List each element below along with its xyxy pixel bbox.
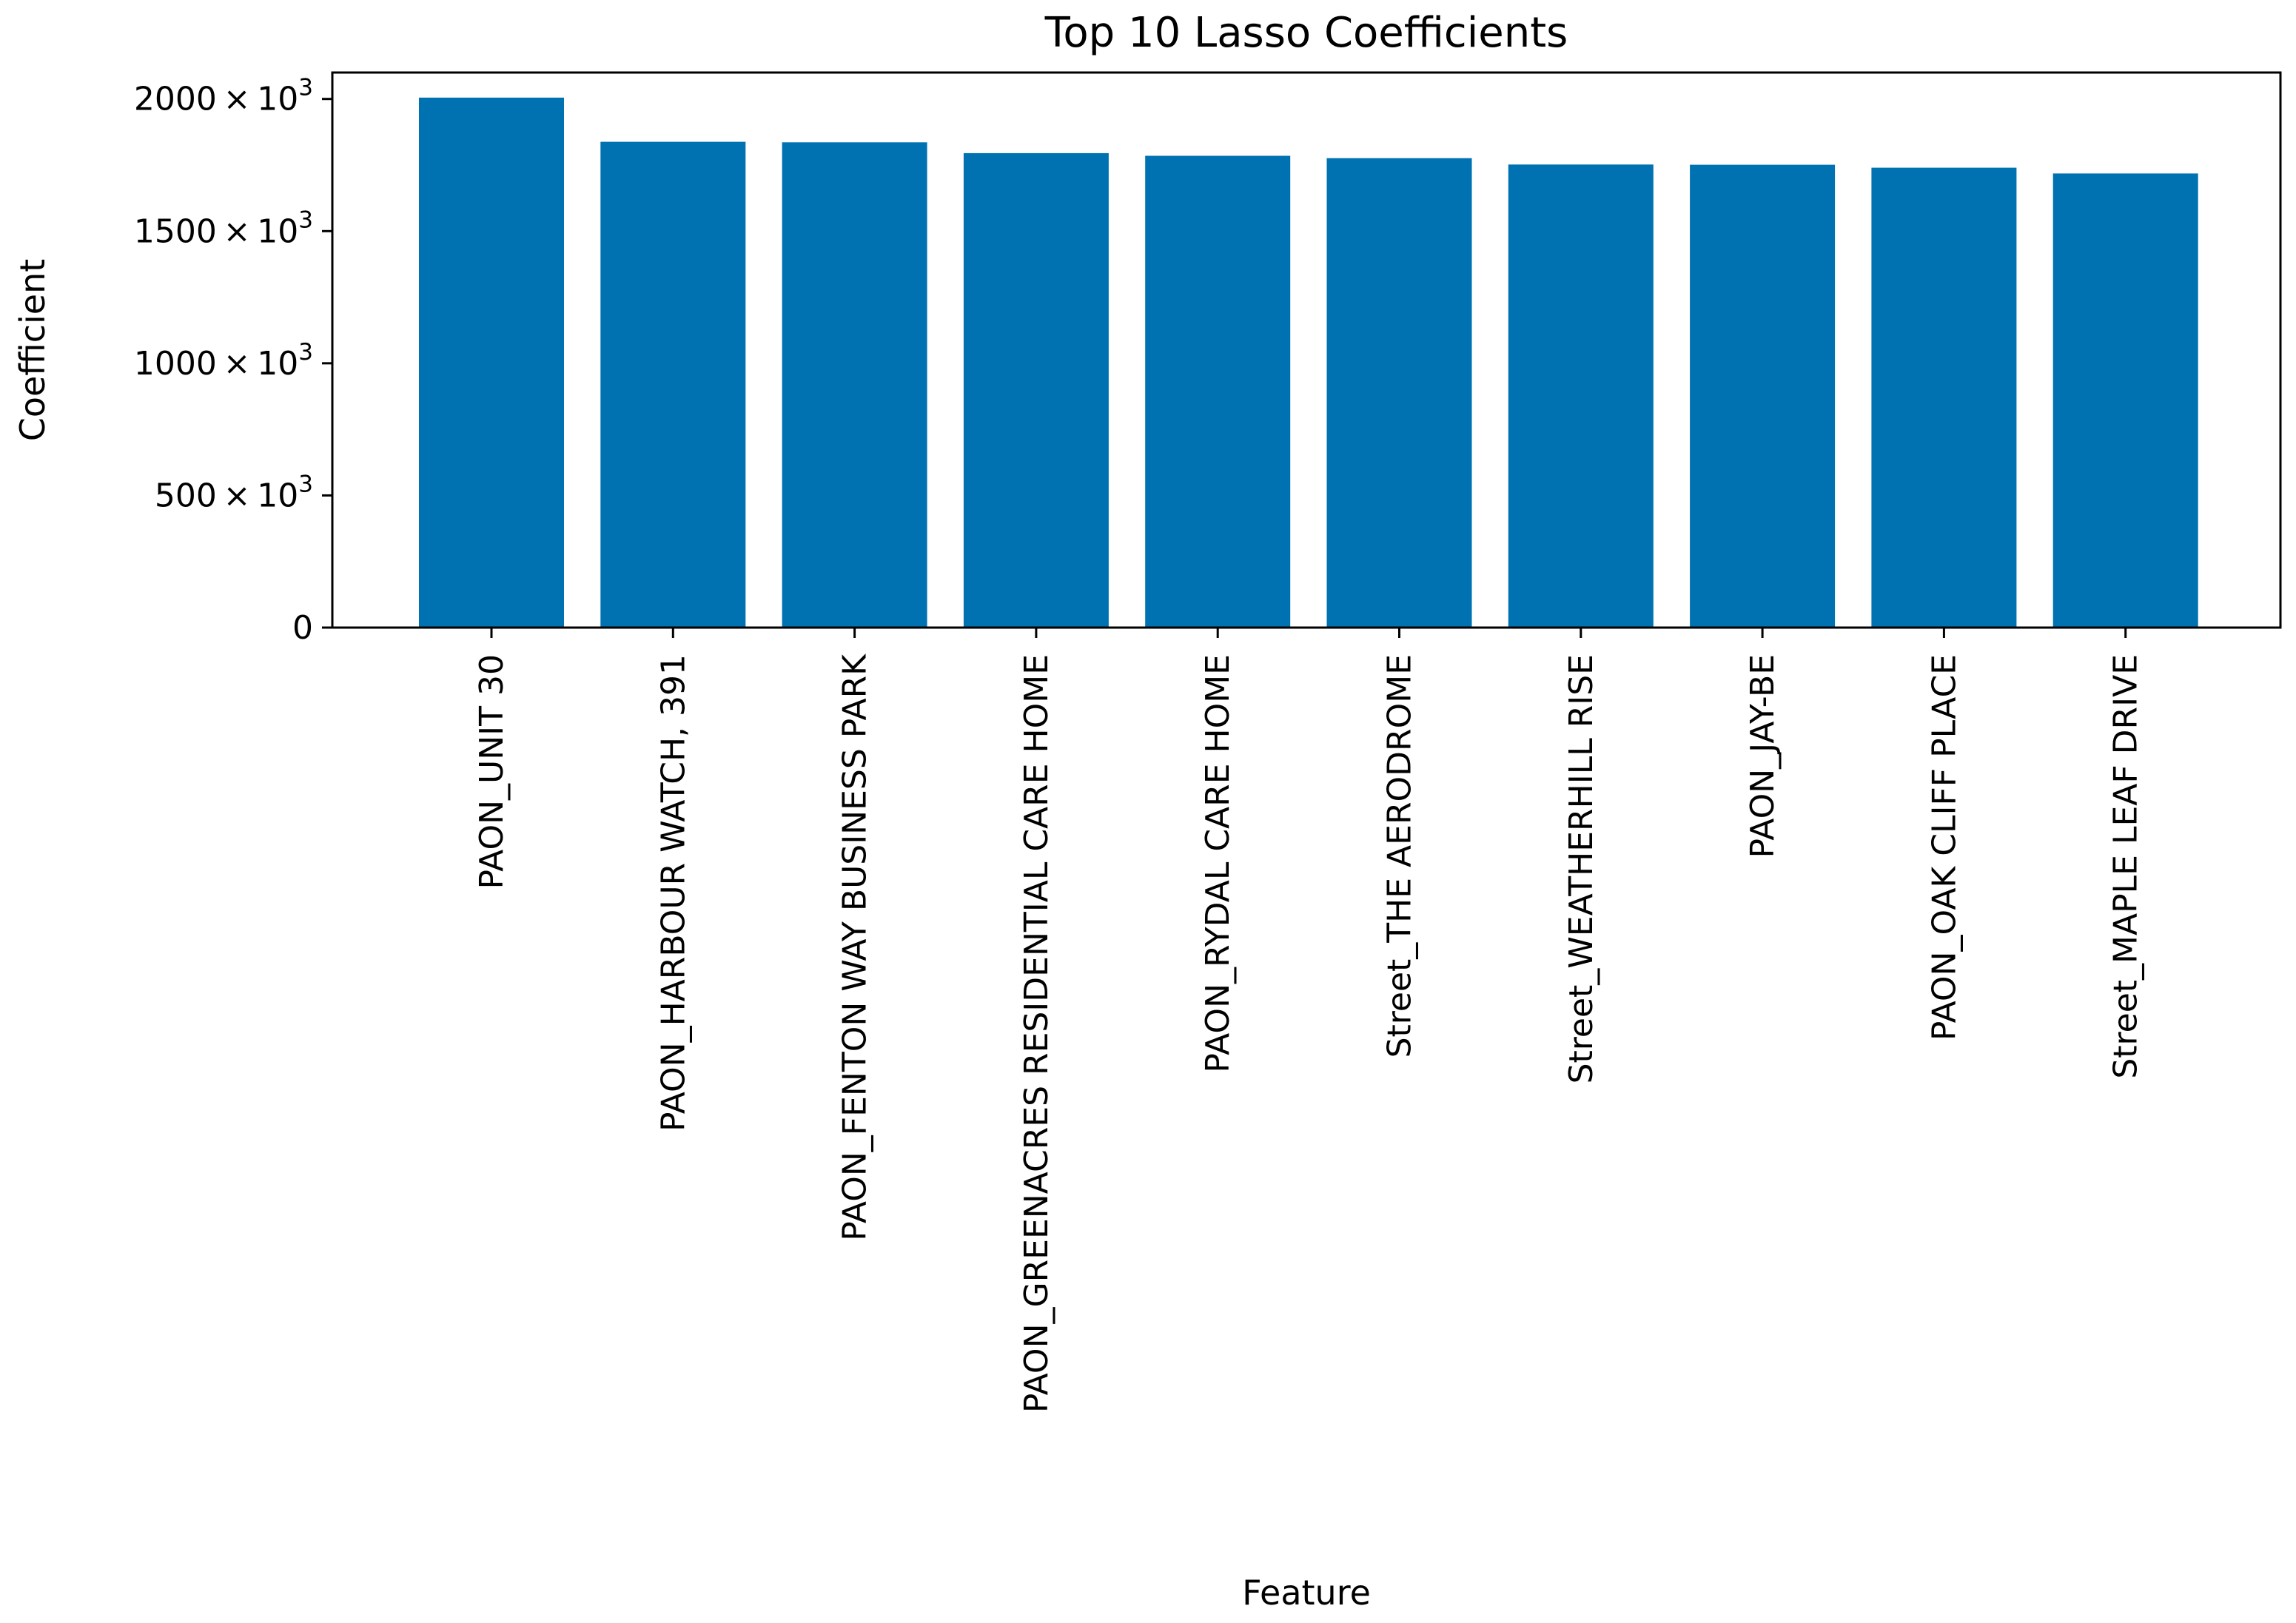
- bar: [2052, 173, 2198, 628]
- x-tick-label: Street_WEATHERHILL RISE: [1562, 654, 1600, 1083]
- bar: [1326, 158, 1472, 628]
- y-tick-label: 0: [292, 609, 313, 647]
- y-tick-label: 500 × 103: [155, 471, 313, 514]
- y-tick-label: 1500 × 103: [134, 206, 313, 250]
- chart-title: Top 10 Lasso Coefficients: [1044, 9, 1568, 57]
- x-tick-label: PAON_RYDAL CARE HOME: [1199, 654, 1237, 1073]
- x-tick-label: Street_THE AERODROME: [1381, 654, 1419, 1058]
- bar: [600, 141, 746, 628]
- x-tick-label: PAON_OAK CLIFF PLACE: [1925, 654, 1963, 1041]
- bars-group: [419, 97, 2198, 628]
- x-axis-label: Feature: [1242, 1573, 1371, 1613]
- y-tick-label: 2000 × 103: [134, 75, 313, 118]
- x-tick-label: PAON_HARBOUR WATCH, 391: [654, 654, 692, 1132]
- x-tick-label: PAON_JAY-BE: [1744, 654, 1782, 858]
- x-tick-label: PAON_FENTON WAY BUSINESS PARK: [836, 653, 874, 1241]
- y-axis-ticks: 0 500 × 103 1000 × 103 1500 × 103 2000 × 103: [134, 75, 332, 647]
- bar: [1145, 155, 1291, 628]
- plot-frame: [331, 71, 2282, 629]
- y-axis-label: Coefficient: [13, 259, 53, 442]
- bar: [419, 97, 564, 628]
- x-tick-label: PAON_GREENACRES RESIDENTIAL CARE HOME: [1018, 654, 1055, 1413]
- bar: [1508, 164, 1654, 628]
- bar: [782, 142, 927, 628]
- x-tick-label: PAON_UNIT 30: [473, 654, 511, 890]
- bar: [963, 152, 1109, 628]
- x-tick-label: Street_MAPLE LEAF DRIVE: [2107, 654, 2145, 1079]
- x-axis-ticks: PAON_UNIT 30 PAON_HARBOUR WATCH, 391 PAON_…: [473, 628, 2145, 1413]
- y-tick-label: 1000 × 103: [134, 339, 313, 383]
- bar: [1690, 164, 1836, 628]
- bar: [1871, 167, 2017, 628]
